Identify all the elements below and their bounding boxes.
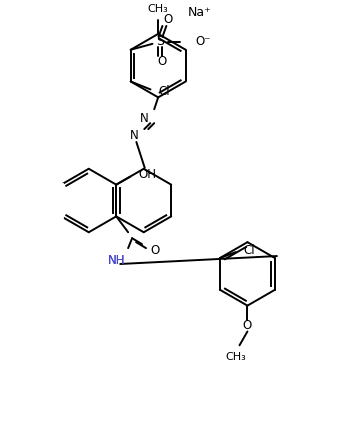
Text: O⁻: O⁻ (195, 35, 211, 48)
Text: N: N (140, 112, 148, 125)
Text: Na⁺: Na⁺ (188, 6, 212, 19)
Text: Cl: Cl (158, 85, 170, 98)
Text: O: O (150, 244, 159, 257)
Text: OH: OH (138, 168, 156, 181)
Text: NH: NH (108, 254, 125, 267)
Text: NH: NH (108, 254, 125, 267)
Text: O: O (243, 319, 252, 332)
Text: N: N (130, 129, 138, 142)
Text: CH₃: CH₃ (225, 352, 246, 362)
Text: S: S (157, 35, 165, 48)
Text: CH₃: CH₃ (148, 4, 168, 14)
Text: O: O (158, 55, 167, 68)
Text: O: O (164, 13, 173, 25)
Text: Cl: Cl (244, 244, 255, 257)
